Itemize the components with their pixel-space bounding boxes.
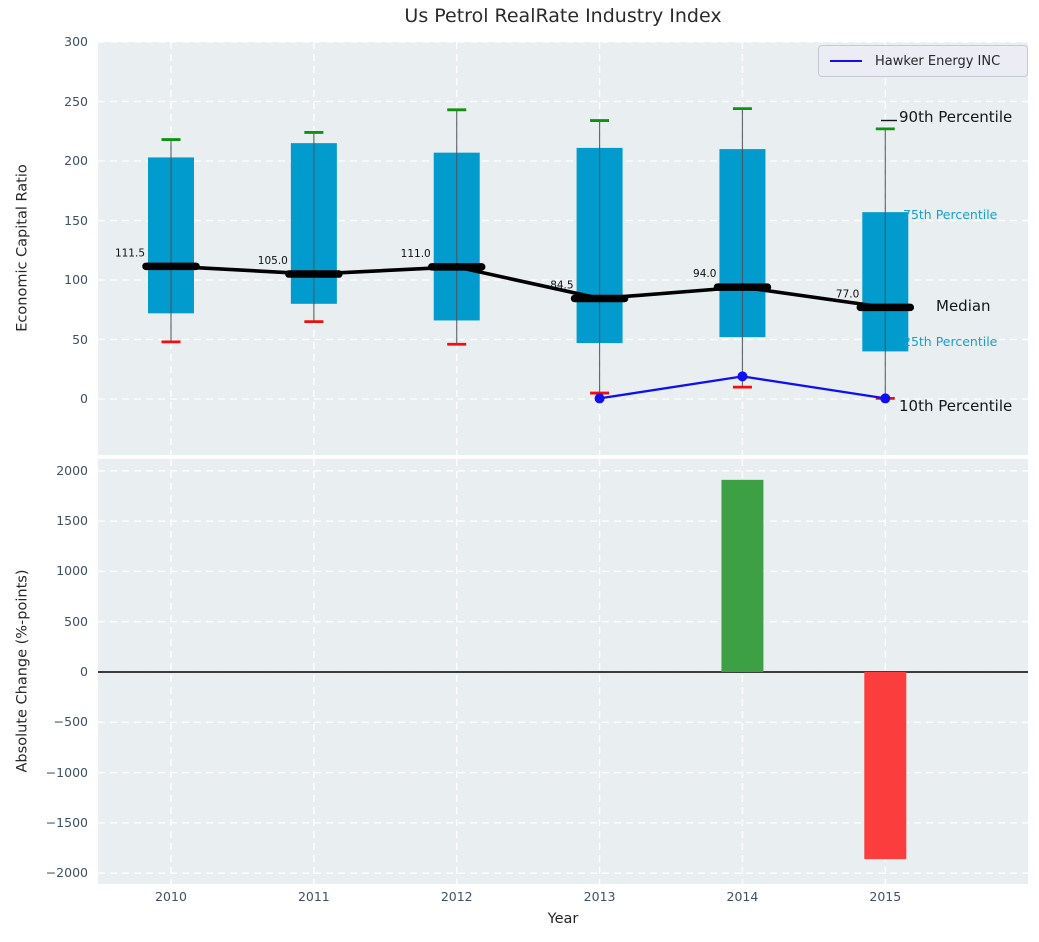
annotation-10th-percentile: 10th Percentile — [899, 397, 1013, 415]
y-tick-top-50: 50 — [72, 331, 88, 347]
annotation-25th-percentile: 25th Percentile — [903, 334, 998, 349]
median-value-label: 105.0 — [258, 255, 288, 267]
legend-line-sample-icon — [830, 60, 862, 62]
median-value-label: 84.5 — [550, 279, 573, 291]
chart-title: Us Petrol RealRate Industry Index — [404, 5, 722, 27]
x-tick-2012: 2012 — [440, 889, 473, 904]
x-tick-2011: 2011 — [297, 889, 330, 904]
y-tick-top-150: 150 — [64, 212, 88, 228]
y-tick-bottom-1000: 1000 — [56, 563, 88, 579]
median-value-label: 94.0 — [693, 268, 716, 280]
y-axis-label-bottom: Absolute Change (%-points) — [14, 569, 31, 773]
annotation-median: Median — [936, 297, 991, 315]
y-tick-bottom--1500: −1500 — [45, 814, 88, 830]
bar-2015 — [864, 672, 907, 860]
y-tick-bottom-0: 0 — [80, 664, 88, 679]
median-value-label: 111.5 — [115, 247, 145, 259]
x-tick-2010: 2010 — [155, 889, 187, 904]
bar-2014 — [721, 479, 764, 672]
median-line — [170, 264, 886, 310]
x-tick-2015: 2015 — [869, 889, 902, 904]
legend: Hawker Energy INC — [818, 45, 1028, 77]
y-tick-bottom--1000: −1000 — [45, 764, 88, 780]
annotation-90th-percentile: 90th Percentile — [899, 108, 1013, 126]
x-axis-label: Year — [547, 911, 579, 927]
company-point-2015 — [880, 393, 891, 404]
y-tick-top-300: 300 — [64, 34, 88, 49]
legend-label: Hawker Energy INC — [875, 53, 1001, 69]
annotation-75th-percentile: 75th Percentile — [903, 207, 998, 222]
median-value-label: 77.0 — [836, 288, 859, 300]
y-tick-top-250: 250 — [64, 93, 88, 109]
y-axis-label-top: Economic Capital Ratio — [14, 164, 31, 332]
y-tick-bottom-500: 500 — [64, 613, 88, 629]
y-tick-top-100: 100 — [64, 272, 88, 287]
y-tick-top-200: 200 — [64, 153, 88, 168]
y-tick-bottom-1500: 1500 — [56, 513, 88, 529]
median-value-label: 111.0 — [401, 248, 431, 260]
company-point-2013 — [594, 393, 605, 404]
y-tick-bottom-2000: 2000 — [56, 462, 88, 478]
y-tick-top-0: 0 — [80, 391, 88, 406]
x-tick-2013: 2013 — [583, 889, 616, 904]
company-point-2014 — [737, 371, 748, 382]
y-tick-bottom--2000: −2000 — [45, 865, 88, 881]
y-tick-bottom--500: −500 — [53, 714, 88, 730]
x-tick-2014: 2014 — [726, 889, 759, 904]
